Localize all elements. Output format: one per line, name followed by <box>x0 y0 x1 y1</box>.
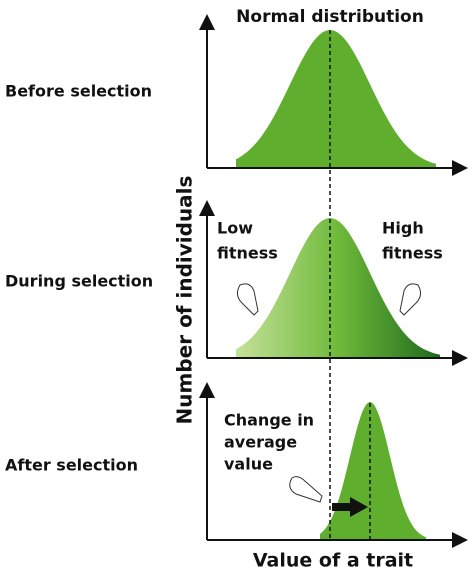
hand-icon <box>289 476 323 503</box>
panel-label: During selection <box>5 272 153 291</box>
note: fitness <box>382 244 443 263</box>
hand-icon <box>399 283 422 316</box>
y-axis-label: Number of individuals <box>173 176 197 425</box>
note: Low <box>217 219 253 238</box>
note: fitness <box>217 244 278 263</box>
panel-label: Before selection <box>5 82 152 101</box>
x-axis-label: Value of a trait <box>253 550 413 572</box>
note: value <box>224 455 273 474</box>
title: Normal distribution <box>236 7 424 27</box>
distribution-curve <box>236 30 436 168</box>
distribution-curve <box>236 218 440 358</box>
note: average <box>224 433 297 452</box>
note: Change in <box>224 411 314 430</box>
note: High <box>382 219 424 238</box>
hand-icon <box>236 283 259 316</box>
panel-label: After selection <box>5 456 138 475</box>
shift-arrow-head <box>350 497 368 517</box>
distribution-curve <box>320 402 426 540</box>
